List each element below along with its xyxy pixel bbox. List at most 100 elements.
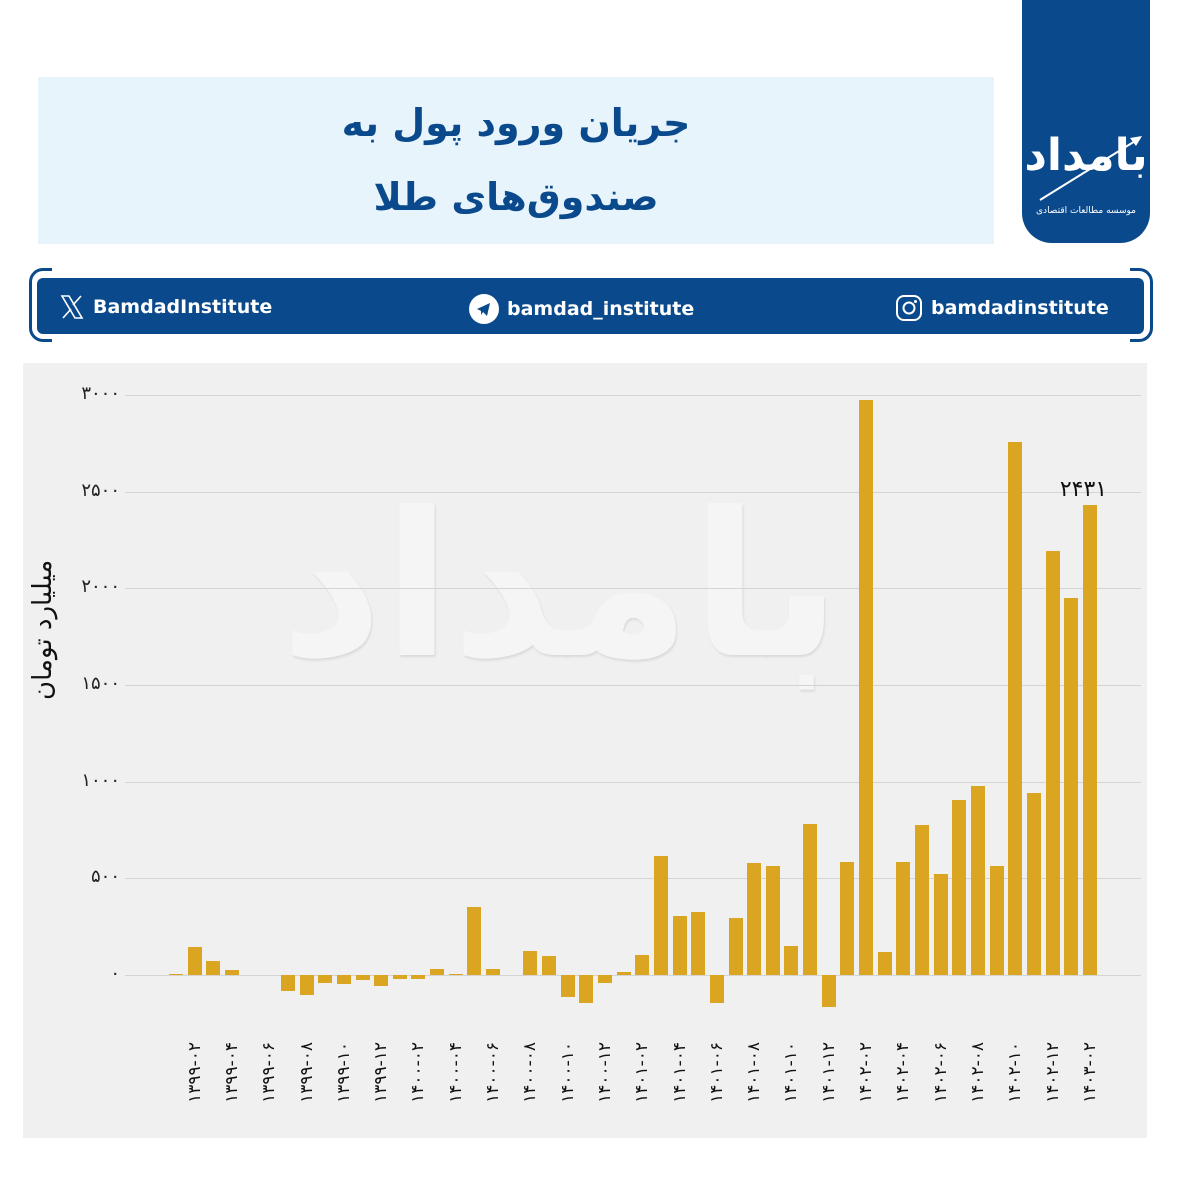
rising-arrow-icon [1039,136,1142,201]
bar [915,824,929,975]
telegram-icon [469,294,499,324]
bar [896,862,911,975]
gridline [125,975,1141,976]
x-handle: BamdadInstitute [93,296,273,318]
brand-name: بامداد [1024,130,1149,181]
x-tick-label: ۱۳۹۹-۱۰ [333,1042,354,1103]
x-tick-label: ۱۳۹۹-۱۲ [371,1042,392,1103]
bar [187,946,202,975]
y-tick-label: ۰ [110,963,120,984]
x-tick-label: ۱۴۰۳-۰۲ [1079,1042,1100,1103]
title-banner: جریان ورود پول به صندوق‌های طلا [38,77,994,244]
x-tick-label: ۱۴۰۱-۰۸ [744,1042,765,1103]
telegram-handle: bamdad_institute [507,298,695,320]
x-tick-label: ۱۴۰۱-۰۴ [669,1042,690,1103]
x-tick-label: ۱۴۰۱-۰۶ [706,1042,727,1103]
bar [840,862,855,975]
social-bar: BamdadInstitute bamdad_institute bamdadi… [37,278,1144,334]
x-tick-label: ۱۴۰۱-۱۲ [818,1042,839,1103]
bar [206,961,221,975]
gridline [125,395,1141,396]
bar [728,917,743,975]
bar [1045,551,1060,975]
gridline [125,781,1141,783]
bar [374,975,389,987]
x-tick-label: ۱۴۰۰-۰۸ [520,1042,541,1103]
gridline [125,588,1141,590]
x-tick-label: ۱۴۰۲-۱۲ [1042,1042,1063,1103]
x-tick-label: ۱۴۰۰-۰۲ [408,1042,429,1103]
bar [430,969,445,975]
x-tick-label: ۱۴۰۰-۰۴ [445,1042,466,1103]
bar [821,975,836,1008]
bar [336,975,351,984]
social-telegram[interactable]: bamdad_institute [469,294,694,324]
x-tick-label: ۱۳۹۹-۰۲ [184,1042,205,1103]
bar [970,785,985,975]
x-tick-label: ۱۳۹۹-۰۸ [296,1042,317,1103]
bar [1026,793,1041,975]
x-tick-label: ۱۴۰۲-۰۶ [930,1042,951,1103]
bar [784,946,799,975]
bar [765,865,780,975]
bar [803,824,818,975]
bar [1008,441,1023,975]
bar [411,975,426,980]
bar [1064,598,1079,975]
x-tick-label: ۱۳۹۹-۰۶ [259,1042,280,1103]
bar [691,911,706,975]
x-tick-label: ۱۴۰۰-۱۲ [594,1042,615,1103]
x-tick-label: ۱۴۰۲-۰۴ [893,1042,914,1103]
y-tick-label: ۵۰۰ [90,866,120,888]
bar [560,975,575,998]
bar [280,975,295,992]
bar [355,975,370,981]
y-tick-label: ۱۰۰۰ [81,769,120,791]
bar [542,956,556,975]
bar [989,865,1004,975]
bar [1082,505,1097,975]
bar [597,975,612,983]
y-tick-label: ۳۰۰۰ [81,383,120,404]
bar [616,971,631,975]
gridline [125,685,1141,686]
bar [579,975,594,1004]
bar [709,975,724,1004]
x-tick-label: ۱۳۹۹-۰۴ [221,1042,242,1103]
social-instagram[interactable]: bamdadinstitute [895,294,1109,322]
bar [318,975,333,983]
bar [672,916,687,975]
y-tick-label: ۲۰۰۰ [81,576,120,598]
y-tick-label: ۱۵۰۰ [81,673,120,694]
instagram-icon [896,295,922,321]
y-axis-label: میلیارد تومان [28,559,58,700]
social-x[interactable]: BamdadInstitute [59,294,272,320]
page-title-line2: صندوق‌های طلا [373,175,659,219]
bar [523,951,538,975]
bar [859,400,874,975]
bar [933,874,948,975]
x-tick-label: ۱۴۰۱-۰۲ [632,1042,653,1103]
bar [952,800,967,975]
page-title-line1: جریان ورود پول به [341,101,691,145]
bar [877,951,892,975]
brand-subtitle: موسسه مطالعات اقتصادی [1036,206,1136,216]
y-tick-label: ۲۵۰۰ [81,479,120,501]
bar [635,955,650,975]
x-tick-label: ۱۴۰۰-۰۶ [483,1042,504,1103]
social-frame [29,267,1153,343]
x-logo-icon [60,295,84,319]
watermark-logo: بامداد [280,470,851,703]
last-value-annotation: ۲۴۳۱ [1059,477,1108,502]
bar [392,975,407,980]
x-tick-label: ۱۴۰۲-۰۲ [856,1042,877,1103]
x-tick-label: ۱۴۰۱-۱۰ [781,1042,802,1103]
bar [747,863,762,975]
gridline [125,878,1141,880]
x-tick-label: ۱۴۰۲-۰۸ [967,1042,988,1103]
bar [299,975,314,995]
bar [653,855,668,975]
x-tick-label: ۱۴۰۲-۱۰ [1005,1042,1026,1103]
bar [224,969,239,975]
instagram-handle: bamdadinstitute [931,297,1109,319]
